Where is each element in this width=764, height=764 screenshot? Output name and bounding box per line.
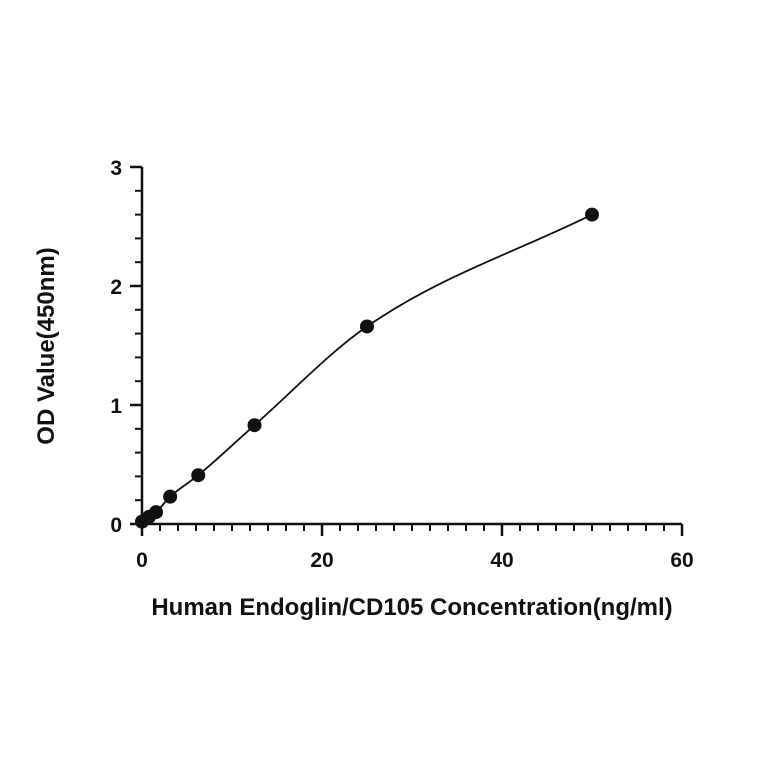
y-tick-label: 2 [110, 276, 122, 299]
x-tick-label: 60 [670, 549, 693, 572]
x-tick-label: 40 [490, 549, 513, 572]
data-points-layer [135, 207, 599, 529]
x-tick-label: 20 [310, 549, 333, 572]
x-axis-title: Human Endoglin/CD105 Concentration(ng/ml… [151, 594, 672, 621]
data-point [360, 319, 374, 334]
tick-labels-layer: 0 20 40 60 0 1 2 3 [110, 157, 693, 572]
data-point [247, 418, 262, 433]
fit-curve [141, 213, 593, 523]
fit-curve-layer [141, 213, 593, 523]
data-point [163, 489, 178, 504]
x-tick-label: 0 [136, 549, 148, 572]
data-point [191, 468, 206, 483]
axes [130, 165, 684, 536]
y-tick-label: 1 [110, 395, 122, 418]
y-axis-title: OD Value(450nm) [33, 247, 60, 444]
data-point [149, 505, 164, 520]
y-tick-label: 0 [110, 514, 122, 537]
y-tick-label: 3 [110, 157, 122, 180]
data-point [585, 207, 599, 222]
